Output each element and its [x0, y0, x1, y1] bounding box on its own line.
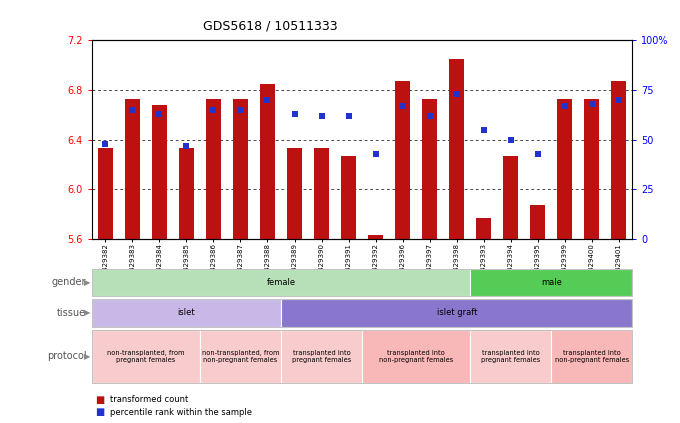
- Point: [478, 126, 489, 133]
- Text: islet graft: islet graft: [437, 308, 477, 317]
- Point: [505, 136, 516, 143]
- Point: [586, 100, 597, 107]
- Bar: [206, 99, 221, 239]
- Text: transplanted into
pregnant females: transplanted into pregnant females: [481, 350, 541, 363]
- Bar: [314, 148, 329, 239]
- Point: [154, 110, 165, 117]
- Text: ■: ■: [95, 395, 105, 405]
- Text: islet: islet: [177, 308, 195, 317]
- Text: transplanted into
non-pregnant females: transplanted into non-pregnant females: [379, 350, 454, 363]
- Text: GDS5618 / 10511333: GDS5618 / 10511333: [203, 19, 337, 32]
- Point: [208, 107, 219, 113]
- Text: transformed count: transformed count: [110, 395, 188, 404]
- Bar: [395, 81, 410, 239]
- Bar: [368, 235, 383, 239]
- Bar: [152, 105, 167, 239]
- Text: tissue: tissue: [57, 308, 86, 318]
- Text: male: male: [541, 278, 562, 287]
- Text: ▶: ▶: [84, 308, 90, 317]
- Point: [560, 102, 571, 109]
- Bar: [260, 84, 275, 239]
- Text: non-transplanted, from
non-pregnant females: non-transplanted, from non-pregnant fema…: [202, 350, 279, 363]
- Point: [181, 142, 192, 149]
- Bar: [422, 99, 437, 239]
- Point: [370, 150, 381, 157]
- Point: [289, 110, 300, 117]
- Point: [316, 113, 327, 119]
- Text: ▶: ▶: [84, 278, 90, 287]
- Bar: [611, 81, 626, 239]
- Text: gender: gender: [52, 277, 86, 287]
- Point: [262, 96, 273, 103]
- Bar: [233, 99, 248, 239]
- Point: [532, 150, 543, 157]
- Bar: [125, 99, 140, 239]
- Bar: [476, 218, 491, 239]
- Text: percentile rank within the sample: percentile rank within the sample: [110, 408, 252, 417]
- Text: transplanted into
non-pregnant females: transplanted into non-pregnant females: [555, 350, 629, 363]
- Text: ■: ■: [95, 407, 105, 418]
- Text: non-transplanted, from
pregnant females: non-transplanted, from pregnant females: [107, 350, 184, 363]
- Point: [424, 113, 435, 119]
- Bar: [449, 59, 464, 239]
- Point: [397, 102, 408, 109]
- Bar: [98, 148, 113, 239]
- Point: [235, 107, 246, 113]
- Bar: [503, 156, 518, 239]
- Bar: [558, 99, 573, 239]
- Point: [613, 96, 624, 103]
- Point: [452, 91, 462, 97]
- Text: ▶: ▶: [84, 352, 90, 361]
- Point: [100, 140, 111, 147]
- Point: [343, 113, 354, 119]
- Bar: [179, 148, 194, 239]
- Bar: [530, 206, 545, 239]
- Point: [127, 107, 138, 113]
- Bar: [341, 156, 356, 239]
- Text: female: female: [267, 278, 296, 287]
- Text: transplanted into
pregnant females: transplanted into pregnant females: [292, 350, 351, 363]
- Bar: [584, 99, 599, 239]
- Text: protocol: protocol: [47, 352, 86, 361]
- Bar: [287, 148, 302, 239]
